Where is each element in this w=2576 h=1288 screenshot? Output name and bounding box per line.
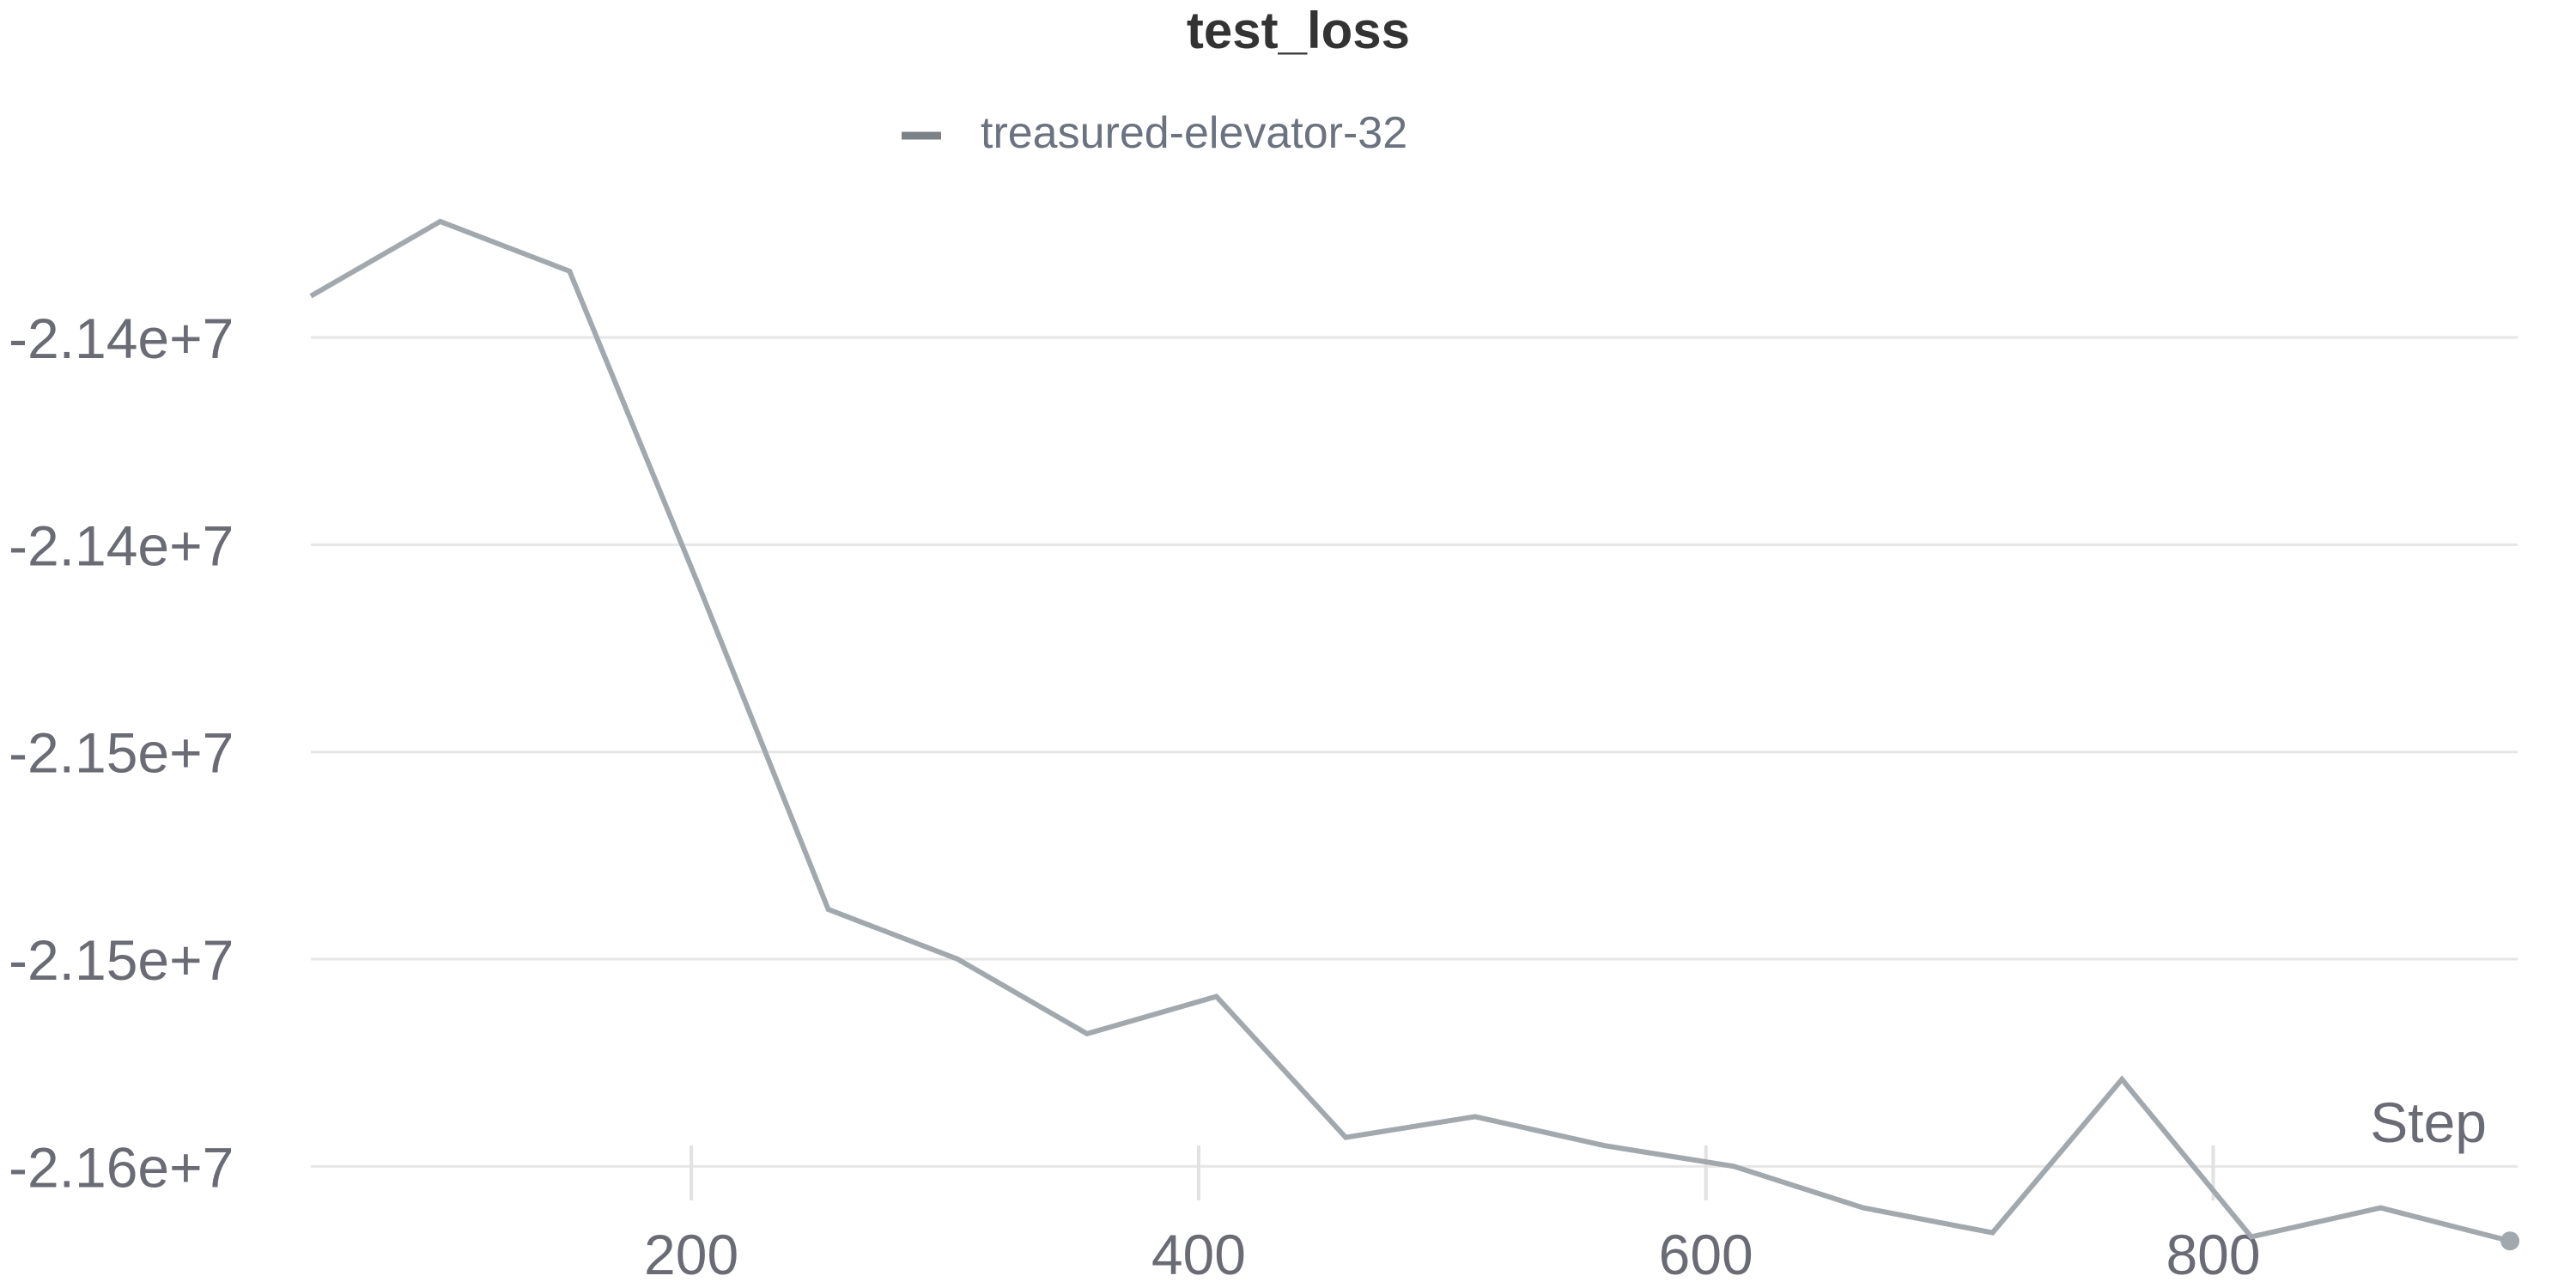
- x-tick-label: 600: [1659, 1223, 1753, 1286]
- legend-label: treasured-elevator-32: [981, 108, 1407, 158]
- y-tick-label: -2.16e+7: [9, 1135, 234, 1199]
- legend[interactable]: treasured-elevator-32: [902, 108, 1407, 158]
- x-tick-label: 200: [644, 1223, 738, 1286]
- y-tick-label: -2.14e+7: [9, 307, 234, 370]
- x-tick-label: 400: [1151, 1223, 1246, 1286]
- last-point-marker: [2500, 1231, 2520, 1251]
- y-tick-label: -2.15e+7: [9, 721, 234, 785]
- x-tick-label: 800: [2166, 1223, 2260, 1286]
- x-axis-ticks: [690, 1145, 2215, 1200]
- series-line: [309, 218, 2511, 1244]
- grid: [311, 336, 2518, 1168]
- y-tick-label: -2.15e+7: [9, 928, 234, 992]
- y-tick-label: -2.14e+7: [9, 513, 234, 577]
- x-axis-title: Step: [2370, 1091, 2487, 1154]
- y-axis-labels: -2.14e+7 -2.14e+7 -2.15e+7 -2.15e+7 -2.16e+7: [9, 307, 234, 1199]
- series: [309, 218, 2520, 1251]
- chart-title: test_loss: [1187, 2, 1410, 59]
- x-axis-labels: 200 400 600 800: [644, 1223, 2261, 1286]
